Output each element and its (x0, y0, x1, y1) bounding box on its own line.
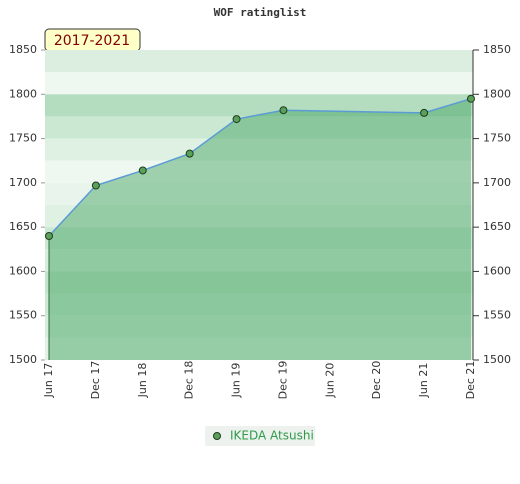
y2-tick-label: 1650 (483, 220, 511, 233)
x-tick-label: Jun 21 (417, 363, 430, 399)
x-tick-label: Dec 20 (370, 361, 383, 400)
legend-marker (213, 432, 221, 440)
y2-tick-label: 1550 (483, 309, 511, 322)
chart-title: WOF ratinglist (214, 6, 307, 19)
background-band (45, 72, 473, 95)
x-tick-label: Dec 21 (464, 361, 477, 400)
background-band (45, 271, 473, 294)
background-band (45, 138, 473, 161)
y2-tick-label: 1700 (483, 176, 511, 189)
legend-label: IKEDA Atsushi (230, 429, 314, 443)
line (48, 97, 472, 237)
y-tick-label: 1800 (9, 87, 37, 100)
point (467, 94, 475, 103)
background-band (45, 94, 473, 117)
background-band (45, 249, 473, 272)
point (232, 115, 241, 124)
y-tick-label: 1550 (9, 309, 37, 322)
background-band (45, 116, 473, 139)
background-band (45, 160, 473, 183)
badge: 2017-2021 (54, 33, 130, 49)
x-tick-label: Jun 19 (230, 363, 243, 399)
area (49, 98, 471, 360)
y-tick-label: 1850 (9, 43, 37, 56)
x-tick-label: Dec 19 (276, 361, 289, 400)
background-band (45, 293, 473, 316)
point (279, 106, 288, 115)
point (138, 166, 147, 175)
point (91, 181, 100, 190)
y-tick-label: 1500 (9, 353, 37, 366)
y2-tick-label: 1800 (483, 87, 511, 100)
y-tick-label: 1650 (9, 220, 37, 233)
background-band (45, 205, 473, 228)
background-band (45, 315, 473, 338)
x-tick-label: Dec 18 (183, 361, 196, 400)
background-band (45, 337, 473, 360)
y2-tick-label: 1600 (483, 264, 511, 277)
x-tick-label: Jun 20 (323, 363, 336, 399)
background-band (45, 227, 473, 250)
y-tick-label: 1750 (9, 132, 37, 145)
legend-box (205, 426, 315, 446)
x-tick-label: Jun 17 (42, 363, 55, 399)
x-tick-label: Jun 18 (136, 363, 149, 399)
y2-tick-label: 1850 (483, 43, 511, 56)
point (185, 149, 194, 158)
y2-tick-label: 1750 (483, 132, 511, 145)
x-tick-label: Dec 17 (89, 361, 102, 400)
point (45, 232, 53, 240)
y-tick-label: 1700 (9, 176, 37, 189)
point (420, 108, 429, 117)
background-band (45, 182, 473, 205)
y2-tick-label: 1500 (483, 353, 511, 366)
background-band (45, 50, 473, 73)
y-tick-label: 1600 (9, 264, 37, 277)
